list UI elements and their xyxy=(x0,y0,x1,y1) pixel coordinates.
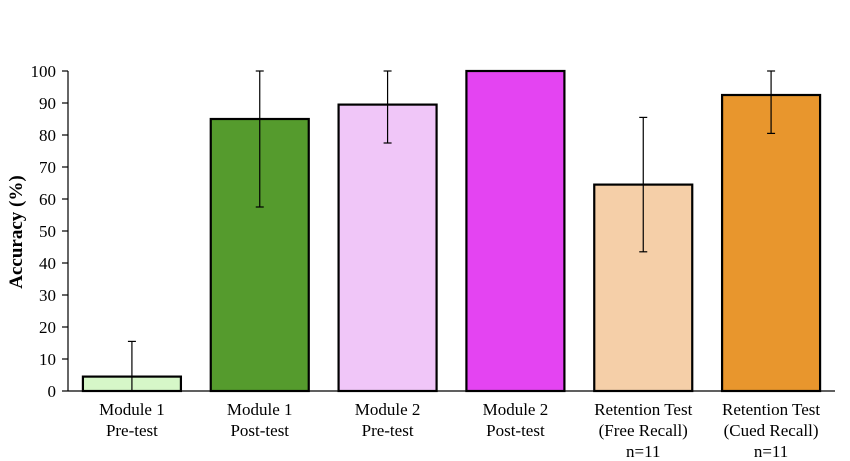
bar xyxy=(720,93,822,393)
x-tick-label: Post-test xyxy=(486,421,545,440)
y-tick-label: 30 xyxy=(39,286,56,305)
x-tick-label: Module 1 xyxy=(99,400,165,419)
x-tick-label: Retention Test xyxy=(722,400,820,419)
y-tick-label: 10 xyxy=(39,350,56,369)
y-tick-label: 40 xyxy=(39,254,56,273)
y-axis-label: Accuracy (%) xyxy=(6,175,27,288)
y-axis: 0 10 20 30 40 50 60 70 80 90 100 xyxy=(31,62,69,401)
x-tick-label: Module 1 xyxy=(227,400,293,419)
x-tick-label: (Cued Recall) xyxy=(724,421,819,440)
y-tick-label: 0 xyxy=(48,382,57,401)
x-tick-labels: Module 1 Pre-test Module 1 Post-test Module … xyxy=(99,400,820,461)
y-tick-label: 50 xyxy=(39,222,56,241)
y-tick-label: 60 xyxy=(39,190,56,209)
bar xyxy=(465,69,566,393)
error-bars xyxy=(127,70,776,392)
y-tick-label: 80 xyxy=(39,126,56,145)
x-tick-label: Post-test xyxy=(230,421,289,440)
x-tick-label: (Free Recall) xyxy=(599,421,688,440)
y-tick-label: 20 xyxy=(39,318,56,337)
y-tick-label: 100 xyxy=(31,62,57,81)
y-tick-label: 70 xyxy=(39,158,56,177)
bars xyxy=(81,69,822,393)
x-tick-label: Module 2 xyxy=(355,400,421,419)
x-tick-label: Retention Test xyxy=(594,400,692,419)
y-tick-label: 90 xyxy=(39,94,56,113)
x-tick-label: Pre-test xyxy=(106,421,158,440)
x-tick-label: Pre-test xyxy=(362,421,414,440)
bar xyxy=(337,103,438,393)
x-tick-label: n=11 xyxy=(626,442,660,461)
x-tick-label: n=11 xyxy=(754,442,788,461)
x-tick-label: Module 2 xyxy=(483,400,549,419)
